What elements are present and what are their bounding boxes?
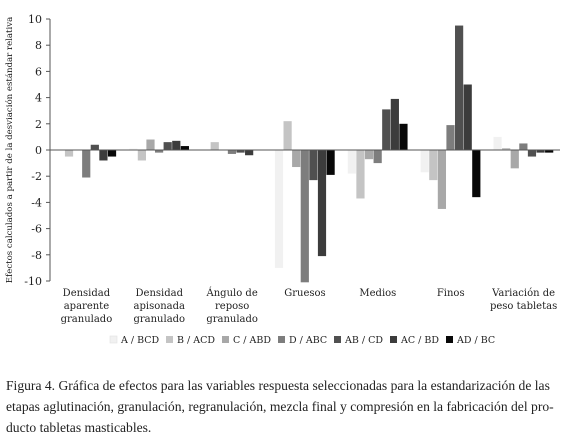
legend-label: C / ABD — [233, 335, 271, 346]
y-tick-label: 6 — [35, 65, 42, 78]
legend-label: B / ACD — [177, 335, 215, 346]
y-tick-label: 4 — [35, 92, 42, 105]
bar — [137, 150, 146, 161]
bar — [146, 139, 155, 150]
bar — [90, 144, 99, 150]
bar — [283, 121, 292, 150]
bar — [163, 142, 172, 150]
caption-line: Figura 4. Gráfica de efectos para las va… — [6, 378, 550, 393]
bar — [364, 150, 374, 160]
legend-label: D / ABC — [289, 335, 327, 346]
bar — [154, 150, 164, 153]
y-tick-label: 8 — [35, 39, 42, 52]
bar — [172, 140, 181, 150]
category-label: Ángulo de reposo granulado — [206, 287, 258, 325]
legend-swatch — [222, 336, 229, 343]
bar — [519, 143, 528, 150]
bar — [390, 98, 399, 150]
bar — [399, 123, 408, 150]
effects-bar-chart: Efectos calculados a partir de la desvia… — [4, 13, 560, 346]
y-axis-title-group: Efectos calculados a partir de la desvia… — [4, 17, 15, 283]
bar — [510, 150, 519, 169]
legend-label: AC / BD — [400, 335, 439, 346]
category-label: Gruesos — [284, 288, 325, 299]
y-tick-label: 2 — [35, 118, 42, 131]
legend: A / BCD B / ACD C / ABD D / ABC AB / CD AC / … — [109, 335, 495, 346]
bar — [463, 84, 472, 150]
bar — [64, 150, 74, 157]
y-tick-label: -2 — [31, 170, 42, 183]
legend-label: A / BCD — [120, 335, 160, 346]
figure-caption: Figura 4. Gráfica de efectos para las va… — [6, 375, 562, 438]
bar — [317, 150, 327, 257]
bar — [455, 25, 464, 150]
bar — [527, 150, 537, 157]
legend-label: AB / CD — [344, 335, 383, 346]
bar — [82, 150, 91, 178]
bar — [326, 150, 335, 175]
bar — [245, 150, 254, 156]
bar — [274, 150, 284, 268]
y-tick-label: -8 — [31, 249, 42, 262]
bar — [107, 150, 117, 157]
y-tick-label: -4 — [31, 196, 42, 209]
bar — [292, 150, 301, 168]
legend-swatch — [109, 335, 118, 344]
bar — [227, 150, 237, 154]
legend-swatch — [334, 336, 341, 343]
legend-swatch — [166, 336, 173, 343]
bar — [373, 150, 382, 164]
category-label: Densidad aparente granulado — [61, 288, 113, 325]
bar — [356, 150, 365, 199]
legend-label: AD / BC — [456, 335, 495, 346]
category-label: Medios — [359, 288, 396, 299]
category-label: Densidad apisonada granulado — [133, 288, 185, 325]
bar — [180, 146, 189, 150]
category-label: Finos — [437, 288, 465, 299]
y-tick-label: -10 — [24, 275, 42, 288]
y-axis: -10 -8 -6 -4 -2 0 2 4 6 8 10 — [24, 13, 51, 288]
caption-line: etapas aglutinación, granulación, regran… — [6, 399, 554, 414]
bar — [300, 150, 309, 283]
bar — [502, 148, 511, 150]
bar — [309, 150, 318, 181]
bar — [382, 109, 391, 150]
bar — [236, 150, 245, 153]
legend-swatch — [446, 336, 453, 343]
bar — [210, 142, 219, 150]
bar — [437, 150, 447, 209]
bar — [99, 150, 108, 161]
bar — [493, 136, 502, 150]
bar — [536, 150, 545, 153]
bar — [545, 150, 554, 153]
category-labels: Densidad aparente granulado Densidad apisona… — [61, 287, 558, 325]
bar — [420, 150, 429, 173]
legend-swatch — [278, 336, 285, 343]
bar — [129, 148, 138, 150]
bar — [429, 150, 438, 181]
bars-group — [56, 25, 554, 283]
y-tick-label: -6 — [31, 223, 42, 236]
category-label: Variación de peso tabletas — [490, 288, 557, 312]
legend-swatch — [390, 336, 397, 343]
y-axis-title: Efectos calculados a partir de la desvia… — [4, 17, 15, 283]
bar — [446, 125, 455, 150]
y-tick-label: 0 — [35, 144, 42, 157]
bar — [347, 150, 356, 174]
caption-line: ducto tabletas masticables. — [6, 420, 152, 435]
bar — [472, 150, 481, 198]
y-tick-label: 10 — [28, 13, 42, 26]
